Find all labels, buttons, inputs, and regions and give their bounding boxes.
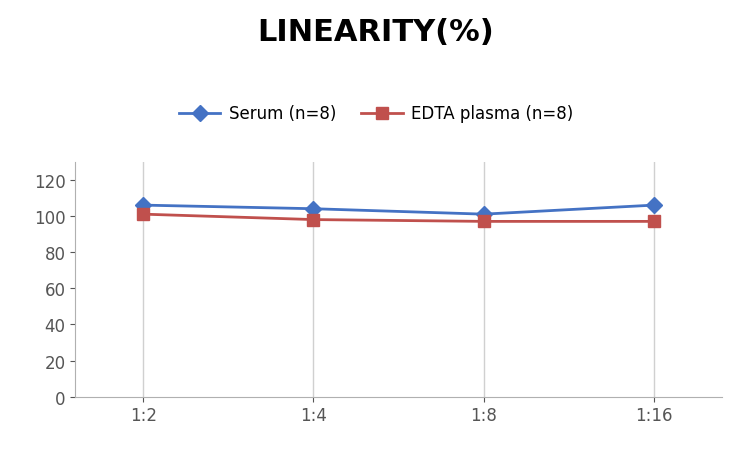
EDTA plasma (n=8): [479, 219, 488, 225]
Serum (n=8): [309, 207, 318, 212]
Line: Serum (n=8): Serum (n=8): [138, 200, 660, 220]
EDTA plasma (n=8): [649, 219, 658, 225]
Legend: Serum (n=8), EDTA plasma (n=8): Serum (n=8), EDTA plasma (n=8): [172, 98, 580, 130]
Serum (n=8): [139, 203, 148, 208]
Serum (n=8): [649, 203, 658, 208]
EDTA plasma (n=8): [309, 217, 318, 223]
Text: LINEARITY(%): LINEARITY(%): [258, 18, 494, 47]
EDTA plasma (n=8): [139, 212, 148, 217]
Serum (n=8): [479, 212, 488, 217]
Line: EDTA plasma (n=8): EDTA plasma (n=8): [138, 209, 660, 227]
